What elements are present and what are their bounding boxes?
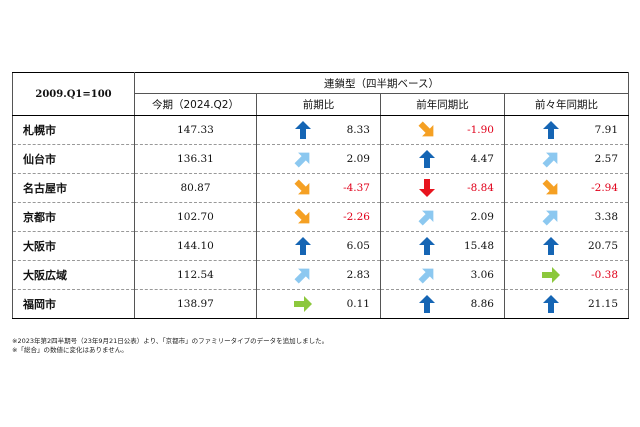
city-name: 福岡市 (12, 289, 135, 319)
change-cell: 20.75 (504, 231, 630, 261)
blue-up-arrow-icon (543, 237, 559, 255)
table-row: 福岡市 138.97 0.11 8.86 21.15 (12, 289, 630, 319)
blue-up-arrow-icon (419, 237, 435, 255)
change-cell: 21.15 (504, 289, 630, 319)
base-period-label: 2009.Q1=100 (12, 72, 135, 116)
index-type-header: 連鎖型（四半期ベース） (134, 72, 630, 94)
change-value: -2.26 (343, 211, 370, 223)
city-name: 大阪広域 (12, 260, 135, 290)
current-index-value: 138.97 (134, 289, 257, 319)
change-cell: 0.11 (256, 289, 381, 319)
change-value: 3.38 (594, 211, 619, 223)
change-value: -8.84 (467, 182, 494, 194)
change-value: 15.48 (463, 240, 494, 252)
change-cell: 6.05 (256, 231, 381, 261)
red-down-arrow-icon (419, 179, 435, 197)
change-cell: -0.38 (504, 260, 630, 290)
price-index-table: 2009.Q1=100 連鎖型（四半期ベース） 今期（2024.Q2） 前期比 … (12, 72, 630, 319)
city-name: 仙台市 (12, 144, 135, 174)
change-value: 8.86 (470, 298, 494, 310)
blue-up-arrow-icon (543, 295, 559, 313)
light-blue-up-right-arrow-icon (418, 268, 434, 284)
change-cell: -8.84 (380, 173, 505, 203)
change-cell: 3.38 (504, 202, 630, 232)
change-cell: 2.83 (256, 260, 381, 290)
table-row: 京都市 102.70 -2.26 2.09 3.38 (12, 202, 630, 232)
change-value: 2.09 (470, 211, 494, 223)
change-cell: 2.57 (504, 144, 630, 174)
current-index-value: 112.54 (134, 260, 257, 290)
change-cell: 15.48 (380, 231, 505, 261)
table-body: 札幌市 147.33 8.33 -1.90 7.91 仙台市 136.31 2.09 4.47 2… (12, 115, 630, 319)
change-cell: 8.86 (380, 289, 505, 319)
current-index-value: 144.10 (134, 231, 257, 261)
column-header-qoq: 前期比 (256, 93, 381, 116)
light-blue-up-right-arrow-icon (294, 268, 310, 284)
blue-up-arrow-icon (543, 121, 559, 139)
table-row: 仙台市 136.31 2.09 4.47 2.57 (12, 144, 630, 174)
change-value: 21.15 (587, 298, 619, 310)
change-cell: 7.91 (504, 115, 630, 145)
change-value: 7.91 (594, 124, 619, 136)
footnote: ※2023年第2四半期号（23年9月21日公表）より、「京都市」のファミリータイ… (12, 337, 329, 345)
change-value: -2.94 (591, 182, 619, 194)
light-blue-up-right-arrow-icon (294, 152, 310, 168)
green-right-arrow-icon (294, 296, 312, 312)
change-value: -4.37 (343, 182, 370, 194)
current-index-value: 102.70 (134, 202, 257, 232)
change-cell: 3.06 (380, 260, 505, 290)
change-value: 3.06 (470, 269, 494, 281)
change-value: 2.57 (594, 153, 619, 165)
change-value: 20.75 (587, 240, 619, 252)
current-index-value: 80.87 (134, 173, 257, 203)
blue-up-arrow-icon (295, 237, 311, 255)
light-blue-up-right-arrow-icon (418, 210, 434, 226)
change-value: -1.90 (467, 124, 494, 136)
table-row: 名古屋市 80.87 -4.37 -8.84 -2.94 (12, 173, 630, 203)
change-value: -0.38 (591, 269, 619, 281)
change-cell: -4.37 (256, 173, 381, 203)
table-row: 大阪市 144.10 6.05 15.48 20.75 (12, 231, 630, 261)
city-name: 名古屋市 (12, 173, 135, 203)
orange-down-right-arrow-icon (418, 121, 434, 137)
current-index-value: 147.33 (134, 115, 257, 145)
column-header-current: 今期（2024.Q2） (134, 93, 257, 116)
table-row: 大阪広域 112.54 2.83 3.06 -0.38 (12, 260, 630, 290)
change-value: 6.05 (346, 240, 370, 252)
change-cell: 2.09 (380, 202, 505, 232)
column-header-2yoy: 前々年同期比 (504, 93, 630, 116)
column-header-yoy: 前年同期比 (380, 93, 505, 116)
green-right-arrow-icon (542, 267, 560, 283)
change-cell: -2.26 (256, 202, 381, 232)
change-value: 2.83 (346, 269, 370, 281)
blue-up-arrow-icon (295, 121, 311, 139)
change-value: 0.11 (346, 298, 370, 310)
change-cell: 2.09 (256, 144, 381, 174)
city-name: 大阪市 (12, 231, 135, 261)
current-index-value: 136.31 (134, 144, 257, 174)
change-value: 8.33 (346, 124, 370, 136)
blue-up-arrow-icon (419, 295, 435, 313)
change-value: 2.09 (346, 153, 370, 165)
change-value: 4.47 (470, 153, 494, 165)
orange-down-right-arrow-icon (542, 179, 558, 195)
change-cell: -2.94 (504, 173, 630, 203)
orange-down-right-arrow-icon (294, 179, 310, 195)
change-cell: 4.47 (380, 144, 505, 174)
table-row: 札幌市 147.33 8.33 -1.90 7.91 (12, 115, 630, 145)
light-blue-up-right-arrow-icon (542, 210, 558, 226)
footnote: ※「総合」の数値に変化はありません。 (12, 346, 128, 354)
city-name: 札幌市 (12, 115, 135, 145)
orange-down-right-arrow-icon (294, 208, 310, 224)
blue-up-arrow-icon (419, 150, 435, 168)
change-cell: 8.33 (256, 115, 381, 145)
footnotes: ※2023年第2四半期号（23年9月21日公表）より、「京都市」のファミリータイ… (12, 337, 328, 355)
city-name: 京都市 (12, 202, 135, 232)
change-cell: -1.90 (380, 115, 505, 145)
light-blue-up-right-arrow-icon (542, 152, 558, 168)
